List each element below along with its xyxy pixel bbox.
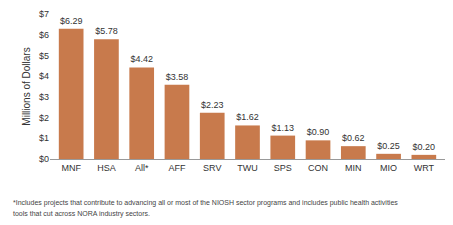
svg-text:$0.20: $0.20 bbox=[413, 142, 436, 152]
svg-text:$6.29: $6.29 bbox=[60, 16, 83, 26]
svg-text:$3.58: $3.58 bbox=[166, 72, 189, 82]
svg-text:$4.42: $4.42 bbox=[130, 54, 153, 64]
svg-text:$3: $3 bbox=[39, 92, 49, 102]
svg-text:$2: $2 bbox=[39, 113, 49, 123]
svg-text:$0.25: $0.25 bbox=[377, 141, 400, 151]
svg-text:All*: All* bbox=[135, 163, 149, 173]
svg-text:Millions of Dollars: Millions of Dollars bbox=[21, 47, 32, 125]
svg-text:AFF: AFF bbox=[168, 163, 186, 173]
svg-text:MIN: MIN bbox=[345, 163, 362, 173]
svg-text:HSA: HSA bbox=[97, 163, 116, 173]
svg-text:TWU: TWU bbox=[237, 163, 258, 173]
svg-text:tools that cut across NORA ind: tools that cut across NORA industry sect… bbox=[13, 210, 150, 218]
svg-text:$4: $4 bbox=[39, 71, 49, 81]
svg-text:*Includes projects that contri: *Includes projects that contribute to ad… bbox=[13, 199, 398, 207]
svg-text:$5.78: $5.78 bbox=[95, 26, 118, 36]
svg-text:$0: $0 bbox=[39, 154, 49, 164]
svg-text:MNF: MNF bbox=[61, 163, 81, 173]
svg-text:$0.62: $0.62 bbox=[342, 133, 365, 143]
svg-text:SRV: SRV bbox=[203, 163, 221, 173]
svg-text:$1.62: $1.62 bbox=[236, 112, 259, 122]
svg-text:$7: $7 bbox=[39, 9, 49, 19]
svg-text:WRT: WRT bbox=[414, 163, 435, 173]
svg-text:MIO: MIO bbox=[380, 163, 397, 173]
svg-text:$6: $6 bbox=[39, 30, 49, 40]
svg-text:CON: CON bbox=[308, 163, 328, 173]
svg-text:$0.90: $0.90 bbox=[307, 127, 330, 137]
svg-text:$1.13: $1.13 bbox=[271, 123, 294, 133]
svg-text:SPS: SPS bbox=[274, 163, 292, 173]
svg-text:$2.23: $2.23 bbox=[201, 100, 224, 110]
svg-text:$1: $1 bbox=[39, 133, 49, 143]
svg-text:$5: $5 bbox=[39, 51, 49, 61]
